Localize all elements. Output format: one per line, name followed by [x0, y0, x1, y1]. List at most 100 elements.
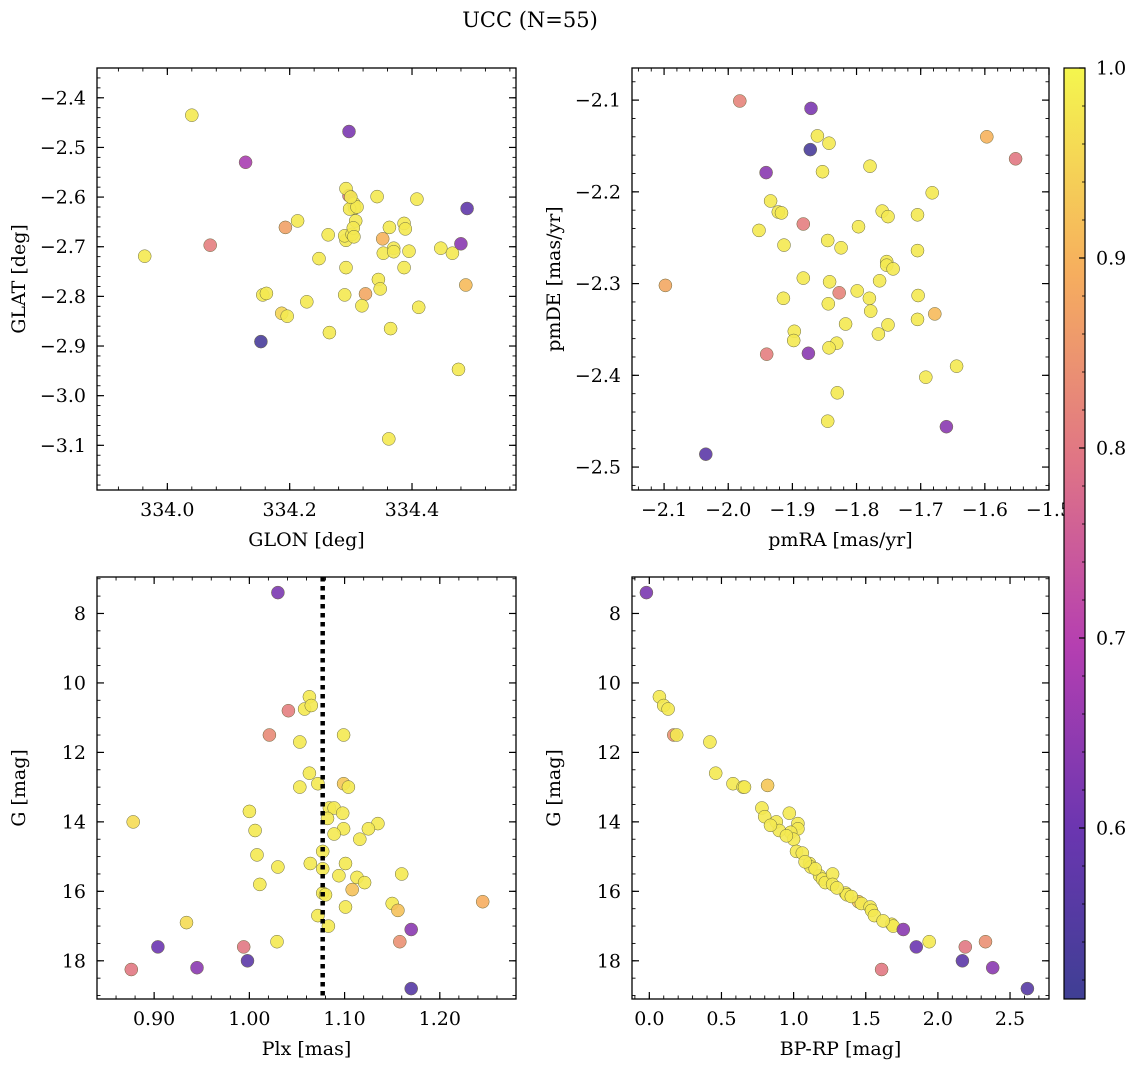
data-point [798, 855, 812, 869]
x-tick-label: −2.0 [705, 499, 751, 521]
data-point [886, 262, 900, 276]
axes-frame [96, 576, 517, 1000]
data-point [398, 222, 413, 236]
data-point [361, 822, 376, 836]
data-point [881, 318, 895, 332]
scatter-points [137, 108, 474, 446]
data-point [922, 934, 936, 949]
x-tick-label: 334.4 [385, 499, 439, 521]
data-point [820, 233, 835, 248]
data-point [445, 246, 460, 260]
data-point [386, 244, 401, 259]
panel-4: 0.0 0.5 1.0 1.5 2.0 2.5 8 10 12 14 16 18 BP-RP [mag]… [543, 576, 1050, 1060]
data-point [815, 164, 830, 179]
data-point [338, 900, 353, 914]
data-point [179, 915, 194, 930]
data-point [763, 818, 778, 833]
y-tick-label: −2.9 [40, 336, 86, 358]
y-tick-label: −2.2 [575, 181, 621, 203]
x-tick-label: 334.2 [262, 499, 316, 521]
x-tick-label: −1.8 [833, 499, 879, 521]
data-point [777, 238, 791, 252]
data-point [911, 288, 925, 303]
data-point [733, 94, 747, 108]
data-point [803, 142, 818, 157]
data-point [708, 766, 723, 780]
colorbar-tick-label: 1.0 [1096, 58, 1126, 80]
data-point [342, 124, 356, 139]
data-point [830, 386, 845, 400]
data-point [271, 860, 285, 874]
data-point [335, 806, 350, 820]
data-point [293, 780, 307, 794]
data-point [1008, 152, 1023, 166]
x-tick-label: 0.0 [634, 1008, 664, 1030]
y-tick-label: 12 [62, 742, 86, 764]
data-point [250, 848, 264, 862]
data-point [752, 223, 766, 238]
data-point [338, 856, 353, 871]
y-tick-label: 8 [609, 603, 621, 625]
data-point [302, 766, 317, 780]
data-point [393, 934, 407, 949]
data-point [434, 241, 448, 255]
y-axis-label: GLAT [deg] [8, 224, 30, 334]
x-tick-label: 1.10 [323, 1008, 365, 1030]
data-point [318, 888, 333, 902]
data-point [402, 244, 416, 258]
y-tick-label: 14 [597, 811, 621, 833]
data-point [661, 702, 675, 716]
data-point [639, 585, 654, 600]
y-tick-label: −2.6 [40, 187, 86, 209]
axes-frame [631, 67, 1050, 491]
y-tick-label: −3.1 [40, 435, 86, 457]
x-tick-label: 1.5 [851, 1008, 881, 1030]
data-point [358, 287, 373, 301]
data-point [370, 189, 384, 204]
y-tick-label: 18 [597, 950, 621, 972]
data-point [910, 243, 925, 258]
data-point [262, 728, 277, 742]
data-point [759, 165, 773, 180]
data-point [796, 217, 811, 231]
data-point [822, 275, 837, 289]
y-tick-label: −2.8 [40, 286, 86, 308]
scatter-points [124, 585, 490, 996]
data-point [1020, 981, 1035, 996]
panel-2: −2.1 −2.0 −1.9 −1.8 −1.7 −1.6 −1.5 −2.5 −2.4 −2.3… [543, 67, 1072, 551]
colorbar-tick-label: 0.8 [1096, 438, 1126, 460]
data-point [382, 220, 397, 235]
data-point [278, 220, 293, 235]
data-point [925, 186, 939, 200]
scatter-points [639, 585, 1035, 996]
y-axis-label: G [mag] [543, 749, 565, 827]
data-point [240, 954, 255, 968]
data-point [137, 249, 152, 263]
data-point [304, 698, 319, 713]
data-point [290, 214, 305, 228]
colorbar-tick-label: 0.6 [1096, 818, 1126, 840]
x-tick-label: −1.9 [769, 499, 815, 521]
x-tick-label: 1.0 [778, 1008, 808, 1030]
y-tick-label: −2.5 [575, 457, 621, 479]
data-point [928, 307, 942, 321]
data-point [978, 934, 993, 949]
data-point [203, 238, 217, 252]
data-point [332, 868, 346, 883]
data-point [863, 159, 877, 173]
x-tick-label: −1.6 [962, 499, 1008, 521]
data-point [737, 780, 752, 794]
x-axis-label: Plx [mas] [262, 1038, 352, 1060]
data-point [910, 208, 925, 222]
data-point [475, 894, 490, 909]
y-tick-label: −2.4 [575, 365, 621, 387]
data-point [774, 206, 789, 220]
data-point [669, 728, 684, 742]
data-point [382, 432, 396, 446]
data-point [253, 877, 267, 892]
data-point [850, 284, 864, 298]
data-point [782, 806, 797, 820]
figure-title: UCC (N=55) [462, 8, 598, 32]
data-point [808, 862, 822, 876]
data-point [391, 903, 405, 918]
